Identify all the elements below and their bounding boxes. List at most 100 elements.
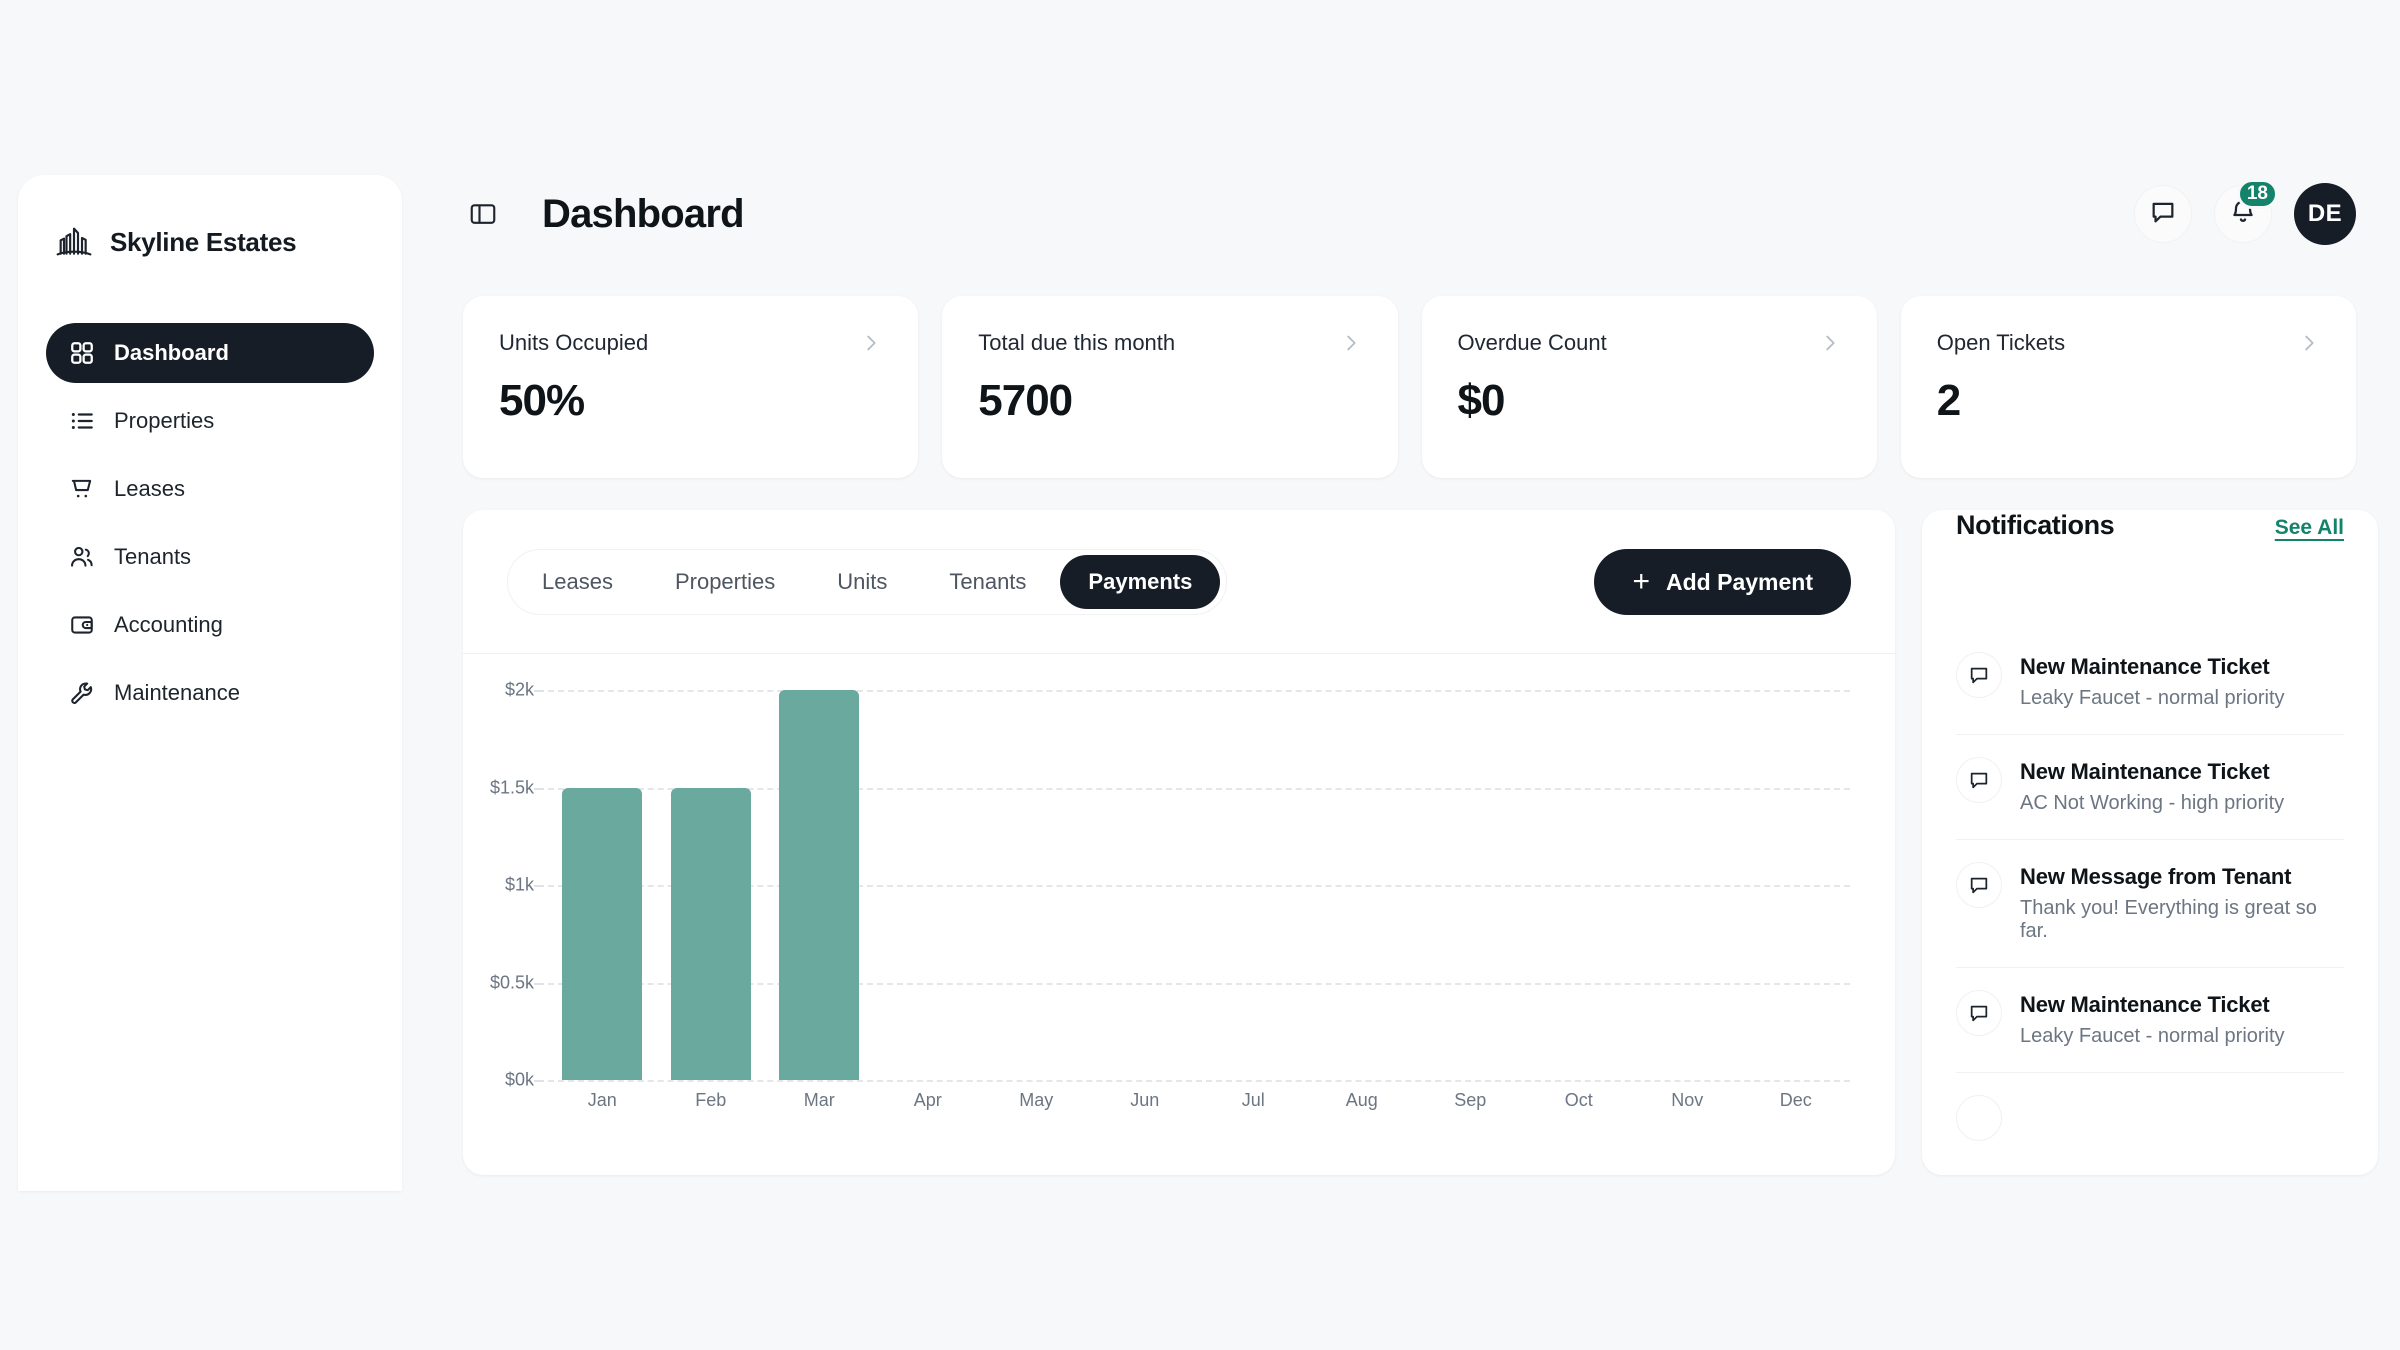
chart-x-tick-label: Feb <box>695 1090 727 1110</box>
kpi-label: Overdue Count <box>1457 330 1607 355</box>
wrench-icon <box>68 679 96 707</box>
chart-y-tick-label: $1.5k <box>489 777 534 797</box>
chevron-right-icon <box>1819 332 1841 354</box>
chart-y-tick-label: $2k <box>504 679 534 700</box>
notification-title: New Maintenance Ticket <box>2020 992 2270 1017</box>
chart-bar-slot <box>1199 690 1308 1080</box>
chevron-right-icon <box>2298 332 2320 354</box>
sidebar-item-label: Leases <box>114 476 185 501</box>
chat-bubble-icon <box>1956 1095 2002 1141</box>
chart-x-tick-label: May <box>1019 1090 1054 1110</box>
notification-badge: 18 <box>2236 179 2278 209</box>
sidebar-nav: Dashboard Properties <box>18 323 402 723</box>
chart-x-tick-label: Mar <box>803 1090 835 1110</box>
chart-x-tick-label: Dec <box>1779 1090 1812 1110</box>
notification-title: New Maintenance Ticket <box>2020 654 2270 679</box>
notification-subtitle: Leaky Faucet - normal priority <box>2020 687 2285 709</box>
kpi-row: Units Occupied 50% Total due this month … <box>463 296 2356 478</box>
topbar-actions: 18 DE <box>2134 179 2356 245</box>
tab-properties[interactable]: Properties <box>674 569 776 594</box>
sidebar-item-dashboard[interactable]: Dashboard <box>46 323 374 383</box>
chevron-right-icon <box>860 332 882 354</box>
chart-y-tick-label: $1k <box>504 874 534 895</box>
sidebar-item-label: Dashboard <box>114 340 229 365</box>
notification-item[interactable]: New Maintenance Ticket Leaky Faucet - no… <box>1956 630 2344 735</box>
kpi-label: Units Occupied <box>499 330 649 355</box>
chat-bubble-icon <box>1956 757 2002 803</box>
kpi-label: Open Tickets <box>1936 330 2066 355</box>
kpi-card-units-occupied[interactable]: Units Occupied 50% <box>463 296 919 478</box>
notification-title: New Maintenance Ticket <box>2020 759 2270 784</box>
sidebar-item-properties[interactable]: Properties <box>46 391 374 451</box>
bar-chart-plot: $0k $0.5k $1k $1.5k $2k <box>490 680 1850 1090</box>
chart-bar-slot <box>1308 690 1417 1080</box>
chart-gridline <box>548 982 1850 985</box>
chart-x-tick-label: Jul <box>1241 1090 1265 1110</box>
chart-gridline <box>548 1080 1850 1082</box>
messages-button[interactable] <box>2134 185 2192 243</box>
see-all-link[interactable]: See All <box>2274 516 2344 539</box>
chart-y-tick-label: $0.5k <box>489 972 534 992</box>
chart-bar[interactable] <box>562 787 643 1080</box>
sidebar-item-label: Tenants <box>114 544 192 569</box>
buildings-icon <box>54 222 94 262</box>
chart-x-tick-label: Aug <box>1345 1090 1378 1110</box>
chat-bubble-icon <box>1956 652 2002 698</box>
chart-y-tick-mark <box>534 885 544 887</box>
sidebar-item-leases[interactable]: Leases <box>46 459 374 519</box>
chart-x-tick-label: Jun <box>1130 1090 1160 1110</box>
chat-bubble-icon <box>2149 198 2177 231</box>
notification-subtitle: Leaky Faucet - normal priority <box>2020 1025 2285 1047</box>
chat-bubble-icon <box>1956 862 2002 908</box>
chart-bar-slot <box>874 690 983 1080</box>
kpi-value: $0 <box>1457 376 1506 425</box>
list-icon <box>68 407 96 435</box>
tab-leases[interactable]: Leases <box>542 569 613 594</box>
notification-item[interactable]: New Message from Tenant Thank you! Every… <box>1956 840 2344 968</box>
users-icon <box>68 543 96 571</box>
chart-bar-slot <box>765 690 874 1080</box>
tab-payments[interactable]: Payments <box>1060 555 1221 609</box>
chart-x-tick-label: Oct <box>1564 1090 1593 1110</box>
sidebar-item-tenants[interactable]: Tenants <box>46 527 374 587</box>
kpi-card-total-due-this-month[interactable]: Total due this month 5700 <box>942 296 1398 478</box>
kpi-card-open-tickets[interactable]: Open Tickets 2 <box>1900 296 2356 478</box>
chart-x-tick-label: Jan <box>587 1090 617 1110</box>
topbar: Dashboard 18 DE <box>466 176 2356 252</box>
chart-x-tick-label: Nov <box>1671 1090 1704 1110</box>
add-payment-button[interactable]: + Add Payment <box>1594 549 1851 615</box>
brand: Skyline Estates <box>18 213 402 271</box>
chart-gridline <box>548 787 1850 790</box>
notification-item[interactable]: New Maintenance Ticket Leaky Faucet - no… <box>1956 968 2344 1073</box>
chat-bubble-icon <box>1956 990 2002 1036</box>
grid-icon <box>68 339 96 367</box>
page-title: Dashboard <box>542 191 745 236</box>
wallet-icon <box>68 611 96 639</box>
notification-subtitle: AC Not Working - high priority <box>2020 792 2285 814</box>
entity-tabs: Leases Properties Units Tenants Payments <box>507 549 1228 615</box>
tab-units[interactable]: Units <box>837 569 888 594</box>
notification-item[interactable] <box>1956 1073 2344 1141</box>
bar-chart-x-axis: Jan Feb Mar Apr May Jun Jul Aug Sep Oct Nov Dec <box>548 1090 1850 1111</box>
chart-toolbar: Leases Properties Units Tenants Payments… <box>463 510 1895 654</box>
sidebar-item-maintenance[interactable]: Maintenance <box>46 663 374 723</box>
tab-tenants[interactable]: Tenants <box>949 569 1027 594</box>
chevron-right-icon <box>1340 332 1362 354</box>
brand-name: Skyline Estates <box>110 226 297 257</box>
sidebar-toggle-icon[interactable] <box>466 197 500 231</box>
chart-x-tick-label: Sep <box>1454 1090 1487 1110</box>
notifications-panel: Notifications See All New Maintenance Ti… <box>1922 510 2378 1175</box>
chart-bar[interactable] <box>670 787 751 1080</box>
chart-bar[interactable] <box>779 690 860 1080</box>
sidebar-item-accounting[interactable]: Accounting <box>46 595 374 655</box>
chart-y-tick-mark <box>534 1080 544 1082</box>
notifications-button[interactable]: 18 <box>2214 179 2278 243</box>
notifications-header: Notifications See All <box>1956 510 2344 630</box>
avatar[interactable]: DE <box>2294 183 2356 245</box>
kpi-card-overdue-count[interactable]: Overdue Count $0 <box>1421 296 1877 478</box>
chart-y-tick-mark <box>534 982 544 985</box>
chart-x-tick-label: Apr <box>913 1090 942 1110</box>
notification-item[interactable]: New Maintenance Ticket AC Not Working - … <box>1956 735 2344 840</box>
sidebar-item-label: Accounting <box>114 612 223 637</box>
